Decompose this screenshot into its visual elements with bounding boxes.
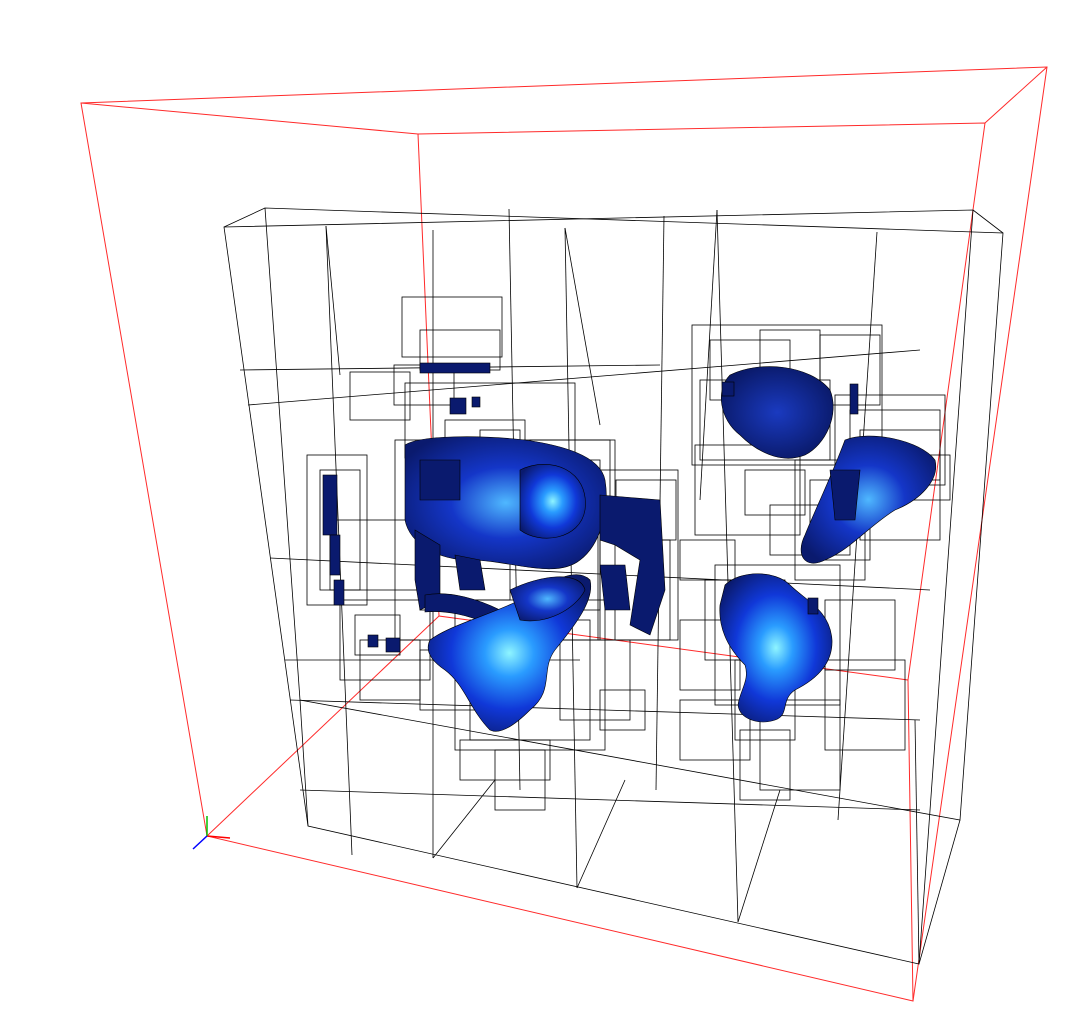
axis-triad-icon [192, 816, 231, 850]
density-blobs [322, 362, 937, 732]
